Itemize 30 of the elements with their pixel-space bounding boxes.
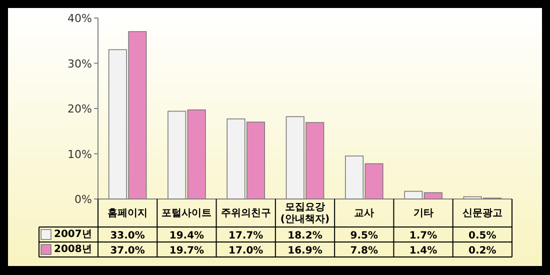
data-label: 1.7% xyxy=(409,230,438,242)
y-tick-label: 10% xyxy=(68,148,92,161)
x-tick-label: 신문광고 xyxy=(462,208,502,219)
data-label: 37.0% xyxy=(110,246,145,256)
data-label: 0.2% xyxy=(468,246,496,256)
y-tick-label: 0% xyxy=(74,193,92,206)
legend-label: 2007년 xyxy=(54,229,92,240)
data-label: 19.7% xyxy=(169,246,204,256)
data-label: 17.0% xyxy=(228,246,264,256)
data-label: 1.4% xyxy=(409,246,438,256)
x-tick-label: 모집요강(안내책자) xyxy=(280,202,330,225)
y-tick-label: 30% xyxy=(68,57,92,70)
legend-item: 2007년 xyxy=(40,229,92,240)
data-label: 7.8% xyxy=(350,246,378,256)
x-tick-label: 교사 xyxy=(354,208,374,219)
legend-label: 2008년 xyxy=(54,244,92,255)
data-label: 17.7% xyxy=(228,230,264,242)
data-label: 0.5% xyxy=(468,230,496,242)
data-label: 9.5% xyxy=(350,230,378,242)
data-label: 16.9% xyxy=(288,246,322,256)
x-tick-label: 홈페이지 xyxy=(108,208,148,219)
x-tick-label: 주위의친구 xyxy=(220,208,271,219)
data-label: 18.2% xyxy=(288,230,322,242)
legend-item: 2008년 xyxy=(40,244,92,255)
data-label: 19.4% xyxy=(169,230,204,242)
data-label: 33.0% xyxy=(110,230,145,242)
y-tick-label: 20% xyxy=(68,102,92,116)
x-tick-label: 기타 xyxy=(413,208,434,219)
y-tick-label: 40% xyxy=(68,12,92,25)
x-tick-label: 포털사이트 xyxy=(162,208,212,219)
